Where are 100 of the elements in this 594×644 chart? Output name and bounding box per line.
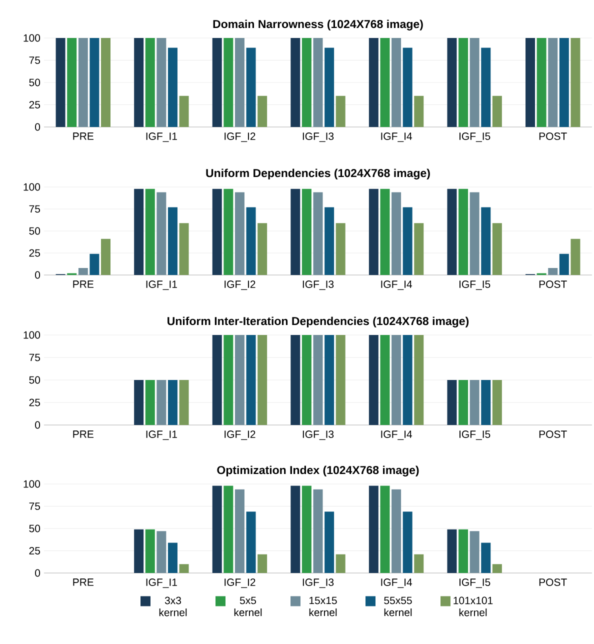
y-tick-label: 25 — [29, 249, 40, 257]
bar — [559, 38, 569, 127]
legend-label: 15x15 kernel — [309, 596, 337, 616]
y-tick-label: 100 — [24, 34, 40, 42]
bar — [536, 38, 546, 127]
bar — [134, 188, 144, 275]
bar — [380, 188, 390, 275]
bar — [458, 38, 468, 127]
bar — [336, 223, 346, 275]
bar — [179, 96, 189, 127]
bar — [470, 192, 480, 275]
bar — [224, 486, 234, 573]
bar — [224, 38, 234, 127]
bar — [156, 192, 166, 275]
bar — [548, 38, 558, 127]
bar — [212, 188, 222, 275]
y-tick-label: 75 — [29, 205, 40, 213]
bar — [492, 223, 502, 275]
y-tick-label: 75 — [29, 354, 40, 362]
bar — [368, 486, 378, 573]
bar — [290, 486, 300, 573]
bar — [414, 96, 424, 127]
bar — [380, 486, 390, 573]
bar — [156, 531, 166, 573]
bar — [290, 188, 300, 275]
bar — [447, 188, 457, 275]
bar — [368, 38, 378, 127]
bar — [458, 529, 468, 573]
x-tick-label: IGF_I4 — [381, 280, 412, 290]
bar — [234, 38, 244, 127]
bar — [313, 192, 323, 275]
x-tick-label: IGF_I3 — [302, 430, 334, 440]
bar — [526, 38, 536, 127]
y-tick-label: 100 — [24, 480, 40, 488]
bar — [470, 531, 480, 573]
x-tick-label: IGF_I1 — [146, 430, 177, 440]
x-tick-label: POST — [539, 280, 567, 288]
bar — [481, 207, 491, 275]
bar — [402, 207, 412, 275]
bar — [78, 268, 88, 275]
bar — [56, 38, 66, 127]
chart-title: Uniform Dependencies (1024X768 image) — [206, 168, 430, 180]
bar — [302, 38, 312, 127]
bar — [380, 38, 390, 127]
x-tick-label: IGF_I4 — [381, 578, 412, 588]
x-tick-label: IGF_I4 — [381, 132, 412, 142]
x-tick-label: IGF_I2 — [224, 132, 256, 142]
y-tick-label: 50 — [29, 227, 40, 235]
bar — [212, 38, 222, 127]
x-tick-label: IGF_I5 — [460, 280, 490, 290]
bar — [246, 512, 256, 573]
x-tick-label: PRE — [73, 578, 94, 586]
y-tick-label: 75 — [29, 502, 40, 510]
y-tick-label: 0 — [35, 271, 40, 279]
legend-label: 3x3 kernel — [159, 596, 187, 616]
bar — [313, 489, 323, 573]
x-tick-label: POST — [539, 430, 567, 438]
bar — [324, 207, 334, 275]
bar — [290, 38, 300, 127]
y-tick-label: 50 — [29, 376, 40, 384]
x-tick-label: IGF_I5 — [460, 430, 490, 440]
bar — [179, 564, 189, 573]
y-tick-label: 100 — [24, 183, 40, 191]
bar — [78, 38, 88, 127]
bar — [100, 38, 110, 127]
y-tick-label: 0 — [35, 569, 40, 577]
bar — [324, 48, 334, 127]
bar — [258, 554, 268, 573]
x-tick-label: POST — [539, 132, 567, 140]
bar — [414, 554, 424, 573]
bar — [313, 38, 323, 127]
bar — [168, 207, 178, 275]
bar — [134, 529, 144, 573]
y-tick-label: 25 — [29, 547, 40, 554]
x-tick-label: PRE — [73, 132, 94, 140]
x-tick-label: IGF_I1 — [146, 132, 177, 142]
legend-label: 5x5 kernel — [234, 596, 262, 616]
x-tick-label: IGF_I3 — [302, 132, 334, 142]
chart-title: Optimization Index (1024X768 image) — [217, 466, 419, 476]
bar — [168, 542, 178, 573]
bar — [336, 96, 346, 127]
bar — [414, 223, 424, 275]
y-tick-label: 0 — [35, 123, 40, 131]
x-tick-label: PRE — [73, 430, 94, 438]
x-tick-label: IGF_I5 — [460, 132, 490, 142]
bar — [402, 48, 412, 127]
bar — [90, 254, 100, 275]
bar — [368, 188, 378, 275]
bar — [179, 223, 189, 275]
y-tick-label: 50 — [29, 78, 40, 86]
bar — [212, 486, 222, 573]
bar — [100, 238, 110, 275]
y-tick-label: 100 — [24, 331, 40, 339]
bar — [481, 542, 491, 573]
bar — [224, 188, 234, 275]
bar — [246, 48, 256, 127]
bar — [145, 188, 155, 275]
x-tick-label: IGF_I2 — [224, 430, 256, 440]
bar — [156, 38, 166, 127]
bar — [336, 554, 346, 573]
